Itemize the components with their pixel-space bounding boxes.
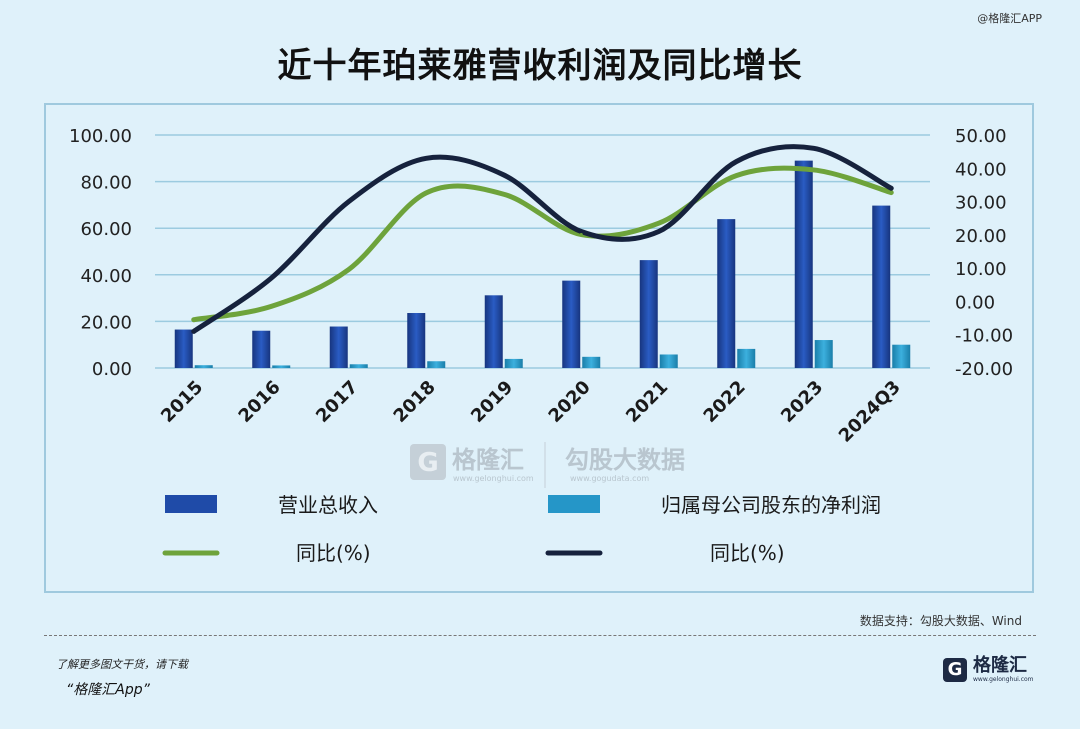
x-tick-label: 2022 [700, 377, 750, 427]
point-growth-green [889, 191, 893, 195]
y-left-tick-label: 0.00 [92, 359, 132, 380]
bar-revenue [252, 330, 271, 368]
bar-net-profit [659, 354, 678, 368]
brand-name: 格隆汇 [973, 655, 1027, 676]
point-growth-navy [734, 160, 738, 164]
bar-revenue [562, 280, 581, 368]
chart-title: 近十年珀莱雅营收利润及同比增长 [277, 46, 803, 86]
y-left-tick-label: 40.00 [80, 266, 132, 287]
bar-net-profit [737, 348, 756, 368]
point-growth-green [192, 318, 196, 322]
y-right-tick-label: -20.00 [955, 359, 1013, 380]
point-growth-green [657, 221, 661, 225]
point-growth-green [734, 174, 738, 178]
bar-net-profit [504, 358, 523, 368]
watermark-partner: 勾股大数据 [565, 446, 685, 474]
top-watermark: @格隆汇APP [977, 12, 1042, 25]
bar-revenue [484, 295, 503, 368]
watermark-brand: 格隆汇 [452, 446, 524, 474]
point-growth-navy [502, 173, 506, 177]
legend-label-growth-navy: 同比(%) [710, 541, 785, 565]
point-growth-navy [812, 146, 816, 150]
line-growth-green [191, 165, 894, 323]
x-tick-label: 2020 [545, 377, 595, 427]
legend-label-growth-green: 同比(%) [296, 541, 371, 565]
point-growth-green [269, 304, 273, 308]
bar-net-profit [814, 340, 833, 368]
point-growth-navy [657, 230, 661, 234]
bar-net-profit [582, 356, 601, 368]
x-tick-label: 2023 [777, 377, 827, 427]
bar-net-profit [427, 361, 446, 368]
point-growth-green [424, 191, 428, 195]
bar-revenue [407, 313, 426, 368]
data-source: 数据支持：勾股大数据、Wind [859, 614, 1022, 628]
bar-revenue [794, 160, 813, 368]
footer-note: 了解更多图文干货，请下载 [56, 658, 188, 671]
x-tick-label: 2015 [157, 377, 207, 427]
bar-revenue [717, 219, 736, 368]
y-right-tick-label: 20.00 [955, 226, 1007, 247]
bar-revenue [872, 205, 891, 368]
legend-label-revenue: 营业总收入 [278, 493, 378, 517]
bar-net-profit [349, 364, 368, 368]
legend: 营业总收入 归属母公司股东的净利润 同比(%) 同比(%) [162, 493, 881, 565]
brand-url: www.gelonghui.com [973, 676, 1034, 683]
x-tick-label: 2016 [235, 377, 285, 427]
bar-net-profit [272, 365, 291, 368]
watermark-brand-url: www.gelonghui.com [453, 474, 534, 483]
bar-net-profit [892, 344, 911, 368]
point-growth-navy [347, 200, 351, 204]
y-left-tick-label: 80.00 [80, 173, 132, 194]
chart-frame [44, 103, 1034, 593]
line-growth-navy [191, 144, 894, 334]
x-tick-label: 2021 [622, 377, 672, 427]
y-right-tick-label: 30.00 [955, 193, 1007, 214]
footer-app-name: “格隆汇App” [66, 682, 150, 698]
footer-brand: G 格隆汇 www.gelonghui.com [943, 656, 1034, 683]
x-tick-label: 2024Q3 [835, 377, 905, 447]
y-right-tick-label: 10.00 [955, 259, 1007, 280]
point-growth-green [812, 168, 816, 172]
footer-divider [44, 635, 1036, 636]
legend-swatch-net-profit [548, 495, 600, 513]
x-tick-label: 2017 [312, 377, 362, 427]
point-growth-navy [424, 156, 428, 160]
point-growth-navy [192, 329, 196, 333]
y-right-tick-label: 50.00 [955, 126, 1007, 147]
y-right-tick-label: 0.00 [955, 292, 995, 313]
legend-swatch-revenue [165, 495, 217, 513]
bar-revenue [329, 326, 348, 368]
bar-net-profit [194, 365, 213, 368]
y-left-tick-label: 20.00 [80, 312, 132, 333]
x-tick-label: 2019 [467, 377, 517, 427]
point-growth-navy [579, 230, 583, 234]
legend-label-net-profit: 归属母公司股东的净利润 [661, 493, 881, 517]
point-growth-green [347, 267, 351, 271]
brand-logo-icon: G [943, 657, 967, 682]
watermark-logo-glyph: G [417, 448, 438, 478]
y-left-tick-label: 60.00 [80, 219, 132, 240]
point-growth-green [502, 192, 506, 196]
watermark-partner-url: www.gogudata.com [570, 474, 649, 483]
center-watermark: G 格隆汇 www.gelonghui.com 勾股大数据 www.goguda… [410, 442, 685, 488]
y-right-tick-label: -10.00 [955, 326, 1013, 347]
chart-svg: 100.00 80.00 60.00 40.00 20.00 0.00 50.00 40.0… [69, 126, 1013, 565]
y-left-tick-label: 100.00 [69, 126, 132, 147]
bar-revenue [639, 260, 658, 368]
x-tick-label: 2018 [390, 377, 440, 427]
point-growth-navy [269, 276, 273, 280]
bar-revenue [174, 329, 193, 368]
point-growth-green [579, 233, 583, 237]
y-right-tick-label: 40.00 [955, 159, 1007, 180]
watermark-logo [410, 444, 446, 480]
point-growth-navy [889, 186, 893, 190]
